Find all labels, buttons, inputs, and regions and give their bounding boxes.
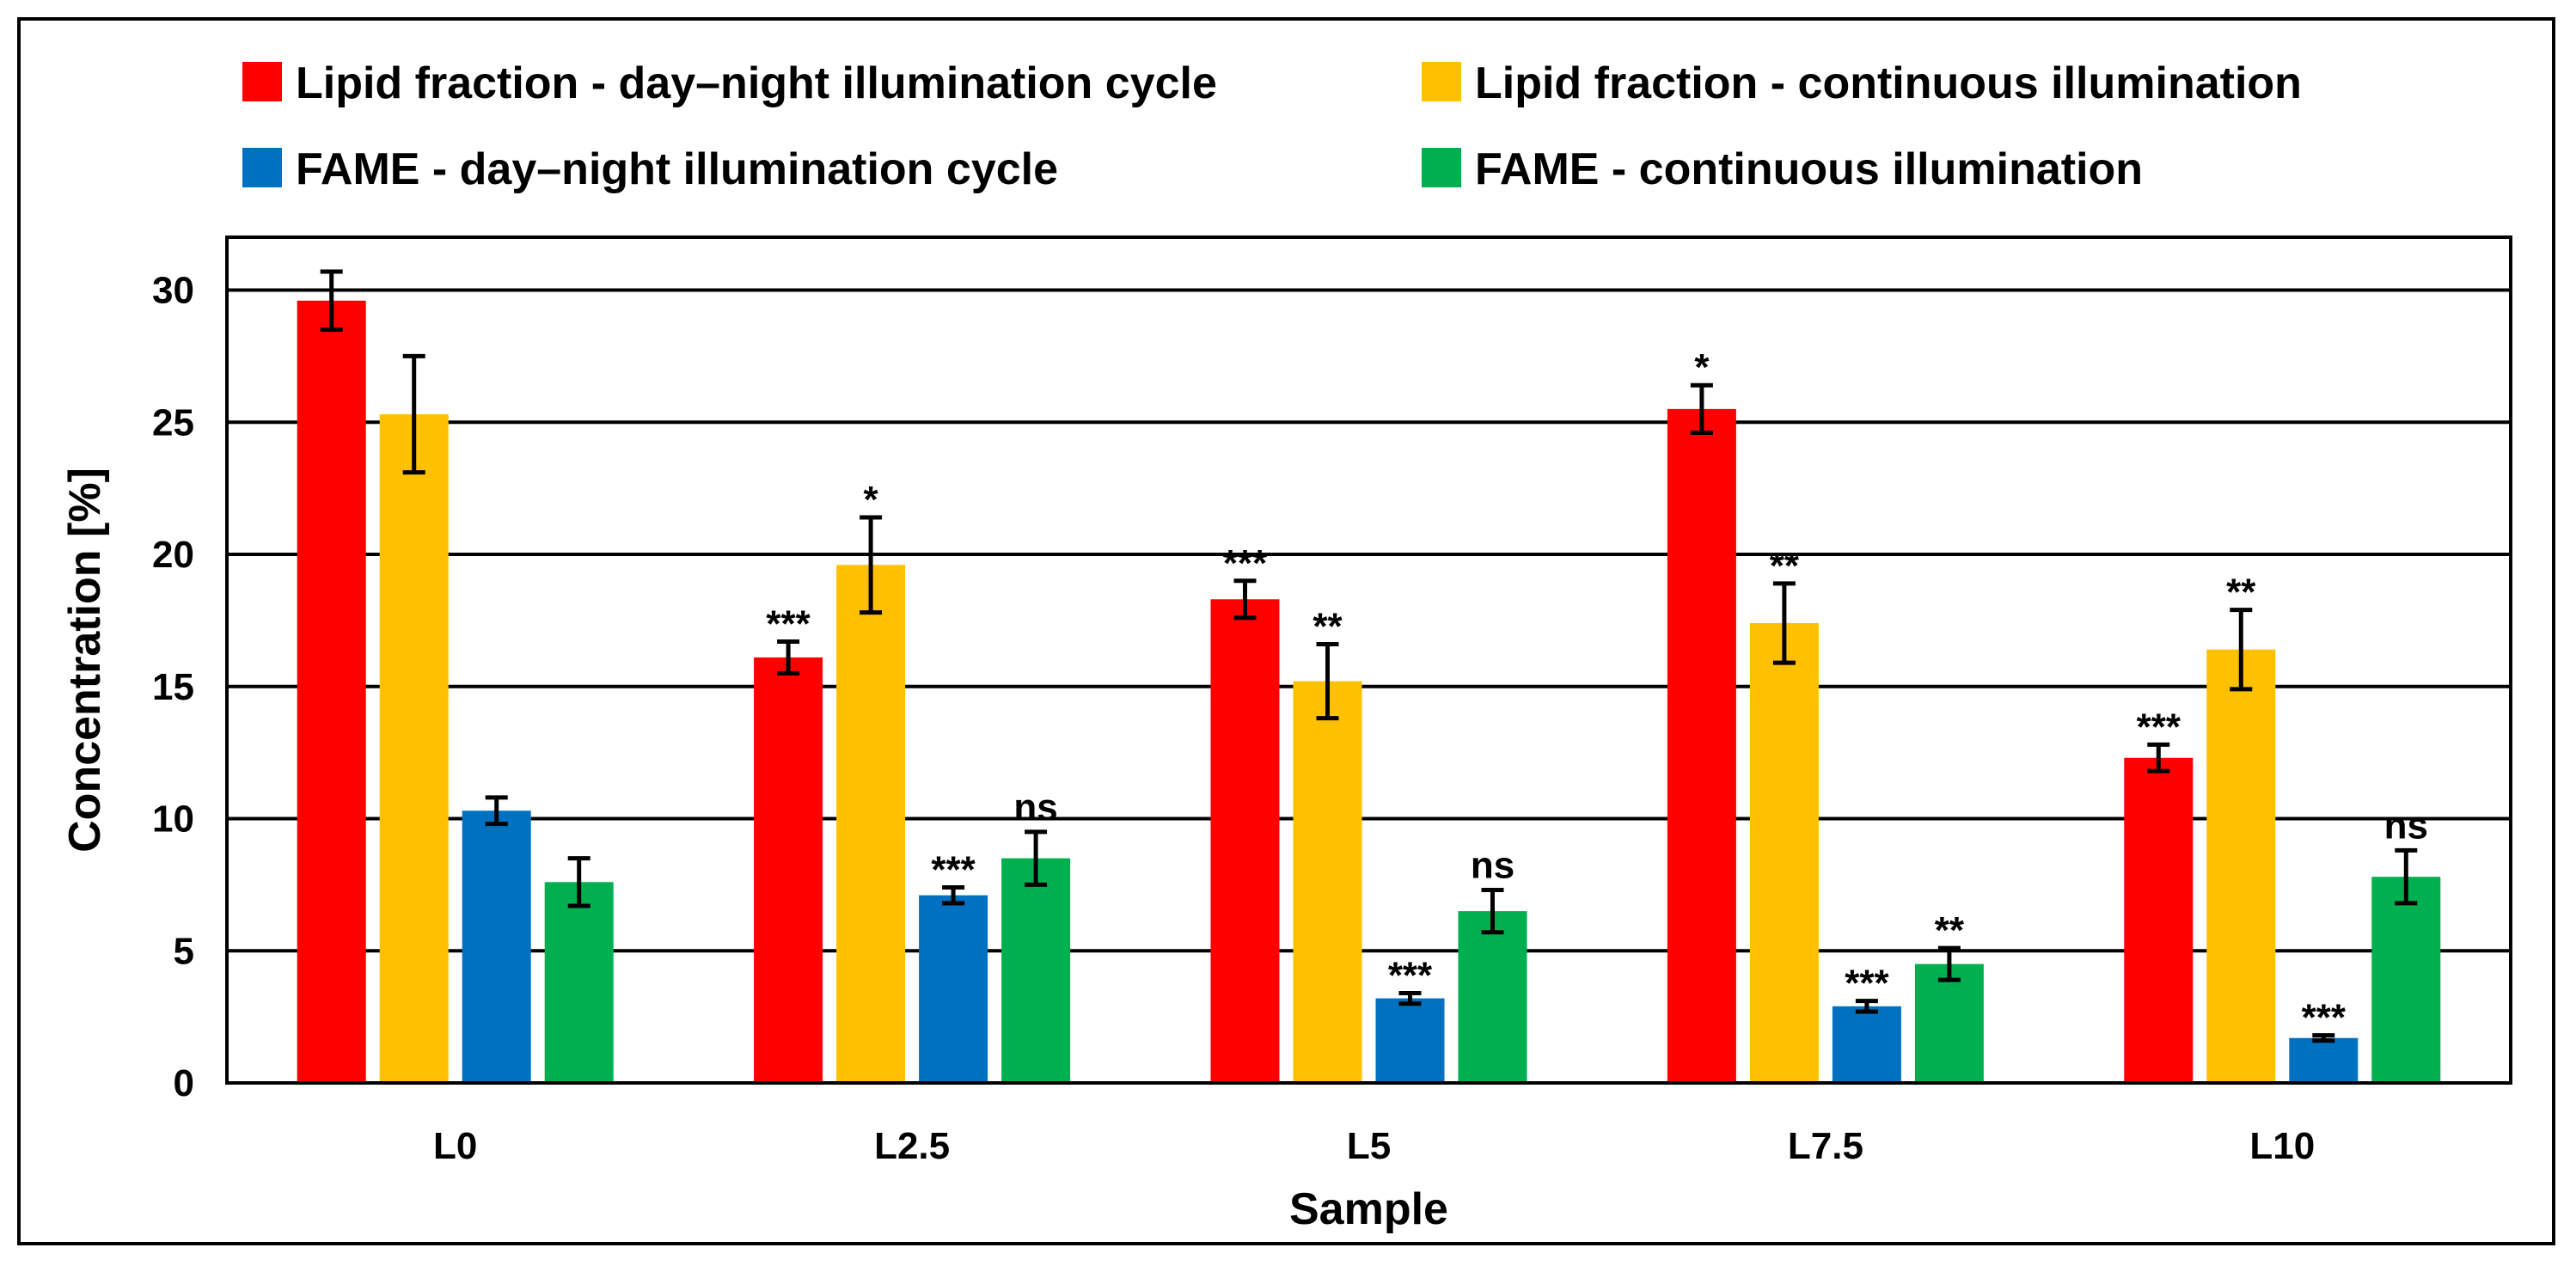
legend-swatch <box>242 62 282 101</box>
bar-chart: Lipid fraction - day–night illumination … <box>60 58 2512 1234</box>
bar <box>379 414 449 1083</box>
significance-label: *** <box>1388 954 1433 996</box>
plot-area: *******ns********ns****************ns <box>225 235 2512 1085</box>
legend-item: FAME - continuous illumination <box>1422 144 2143 194</box>
x-tick-label: L0 <box>433 1125 477 1167</box>
legend-label: FAME - day–night illumination cycle <box>296 144 1058 194</box>
y-tick-label: 25 <box>152 401 194 443</box>
y-axis-ticks: 0 5 10 15 20 25 30 <box>152 270 194 1105</box>
error-bar <box>1025 829 1048 887</box>
chart-frame: Lipid fraction - day–night illumination … <box>17 17 2555 1245</box>
significance-label: ns <box>1471 845 1514 887</box>
bar <box>1749 622 1819 1083</box>
bar <box>2124 757 2194 1083</box>
y-tick-label: 15 <box>152 666 194 708</box>
significance-label: ** <box>1770 545 1800 587</box>
legend-swatch <box>242 148 282 187</box>
bar <box>1914 963 1984 1083</box>
bar <box>1293 681 1362 1083</box>
y-tick-label: 0 <box>174 1062 194 1104</box>
bar <box>1458 911 1527 1083</box>
y-tick-label: 5 <box>174 930 194 972</box>
significance-label: *** <box>1223 542 1268 584</box>
bar <box>462 810 531 1083</box>
legend-swatch <box>1422 62 1461 101</box>
bar <box>919 895 988 1083</box>
error-bar <box>1937 945 1961 982</box>
error-bar <box>2230 608 2253 692</box>
bar <box>544 882 614 1083</box>
bar <box>297 300 366 1083</box>
y-tick-label: 20 <box>152 534 194 576</box>
bars <box>297 300 2441 1083</box>
legend-label: Lipid fraction - continuous illumination <box>1475 58 2302 108</box>
significance-label: *** <box>2137 706 2181 748</box>
bar <box>1375 998 1445 1083</box>
significance-label: ** <box>2226 572 2256 614</box>
significance-label: ** <box>1935 909 1965 951</box>
bar <box>2371 877 2441 1083</box>
error-bar <box>1316 642 1339 721</box>
legend-label: Lipid fraction - day–night illumination … <box>296 58 1217 108</box>
error-bar <box>1481 888 1504 935</box>
error-bars <box>320 269 2418 1043</box>
error-bar <box>777 639 800 676</box>
significance-label: *** <box>766 602 811 645</box>
y-axis-title: Concentration [%] <box>60 468 110 853</box>
significance-labels: *******ns********ns****************ns <box>766 346 2428 1038</box>
y-tick-label: 30 <box>152 270 194 312</box>
significance-label: ** <box>1312 606 1343 648</box>
legend-item: Lipid fraction - continuous illumination <box>1422 58 2302 108</box>
error-bar <box>942 884 965 906</box>
bar <box>1001 858 1071 1083</box>
x-tick-label: L2.5 <box>874 1125 950 1167</box>
y-tick-label: 10 <box>152 798 194 841</box>
bar <box>1210 599 1280 1083</box>
x-axis-title: Sample <box>1289 1184 1448 1234</box>
error-bar <box>1690 382 1713 436</box>
significance-label: *** <box>1845 963 1889 1005</box>
bar <box>2206 649 2276 1083</box>
x-axis-ticks: L0 L2.5 L5 L7.5 L10 <box>433 1125 2315 1167</box>
error-bar <box>1855 999 1878 1014</box>
plot-border <box>225 235 2512 1085</box>
error-bar <box>1772 581 1796 665</box>
significance-label: ns <box>2384 804 2428 847</box>
legend-swatch <box>1422 148 1461 187</box>
x-tick-label: L10 <box>2249 1125 2315 1167</box>
error-bar <box>860 515 883 615</box>
significance-label: * <box>864 479 879 521</box>
bar <box>2289 1037 2359 1083</box>
bar <box>836 565 906 1083</box>
x-tick-label: L7.5 <box>1788 1125 1863 1167</box>
error-bar <box>320 269 343 333</box>
legend-label: FAME - continuous illumination <box>1475 144 2143 194</box>
significance-label: ns <box>1013 786 1057 829</box>
error-bar <box>1233 578 1257 621</box>
error-bar <box>2147 742 2170 774</box>
legend: Lipid fraction - day–night illumination … <box>242 58 2302 194</box>
bar <box>1832 1006 1901 1083</box>
significance-label: *** <box>931 848 976 890</box>
error-bar <box>567 856 590 908</box>
error-bar <box>402 353 425 475</box>
significance-label: *** <box>2302 997 2347 1039</box>
error-bar <box>1398 990 1422 1006</box>
significance-label: * <box>1694 346 1710 388</box>
legend-item: FAME - day–night illumination cycle <box>242 144 1058 194</box>
x-tick-label: L5 <box>1347 1125 1391 1167</box>
bar <box>754 657 823 1083</box>
error-bar <box>2395 847 2418 906</box>
bar <box>1667 408 1736 1083</box>
error-bar <box>485 795 508 827</box>
error-bar <box>2312 1033 2335 1043</box>
legend-item: Lipid fraction - day–night illumination … <box>242 58 1217 108</box>
